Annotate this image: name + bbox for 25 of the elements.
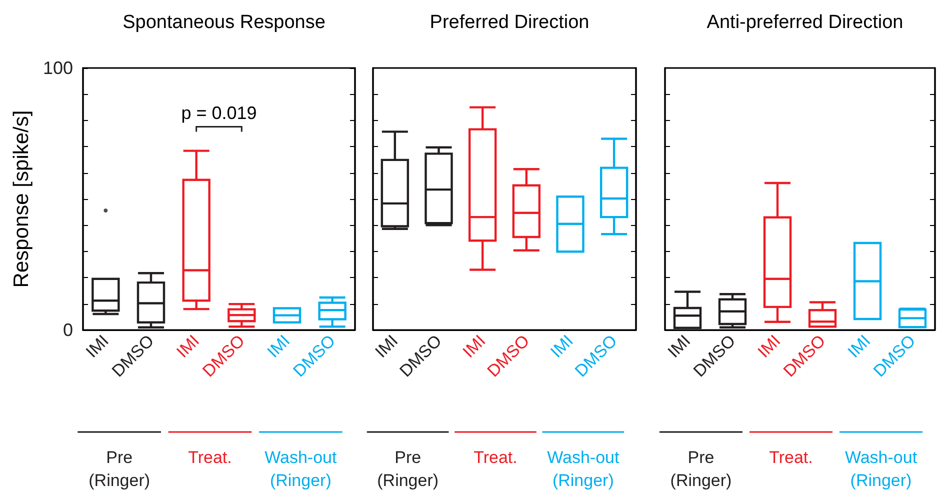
- x-tick-label: IMI: [546, 331, 577, 362]
- y-tick-label: 0: [62, 320, 73, 340]
- x-tick-label: IMI: [664, 331, 694, 362]
- chart-title: Anti-preferred Direction: [706, 12, 904, 33]
- x-tick-label: IMI: [172, 331, 204, 362]
- x-tick-label: IMI: [82, 331, 112, 362]
- legend-label: Wash-out (Ringer): [264, 448, 337, 490]
- x-tick-label: IMI: [372, 331, 402, 362]
- x-tick-label: IMI: [459, 331, 490, 362]
- legend-label: Treat.: [769, 448, 813, 467]
- legend-label: Wash-out (Ringer): [844, 448, 918, 490]
- x-tick-label: IMI: [754, 331, 784, 362]
- legend-label: Treat.: [188, 448, 232, 467]
- chart-title: Preferred Direction: [430, 12, 590, 33]
- legend-label: Pre (Ringer): [670, 448, 732, 490]
- legend-label: Pre (Ringer): [377, 448, 439, 490]
- y-tick-label: 100: [42, 58, 73, 78]
- chart-title: Spontaneous Response: [122, 12, 326, 33]
- legend-label: Pre (Ringer): [88, 448, 150, 490]
- x-tick-label: IMI: [264, 331, 294, 362]
- y-axis-title: Response [spike/s]: [10, 110, 34, 288]
- annotation: p = 0.019: [181, 102, 257, 123]
- legend-label: Wash-out (Ringer): [547, 448, 620, 490]
- x-tick-label: IMI: [844, 331, 874, 362]
- legend-label: Treat.: [474, 448, 518, 467]
